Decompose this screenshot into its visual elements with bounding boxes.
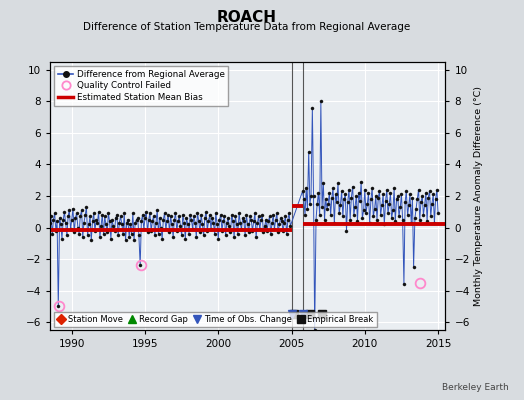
Text: ROACH: ROACH [216,10,276,25]
Legend: Station Move, Record Gap, Time of Obs. Change, Empirical Break: Station Move, Record Gap, Time of Obs. C… [54,312,377,327]
Text: Berkeley Earth: Berkeley Earth [442,383,508,392]
Y-axis label: Monthly Temperature Anomaly Difference (°C): Monthly Temperature Anomaly Difference (… [474,86,483,306]
Text: Difference of Station Temperature Data from Regional Average: Difference of Station Temperature Data f… [83,22,410,32]
